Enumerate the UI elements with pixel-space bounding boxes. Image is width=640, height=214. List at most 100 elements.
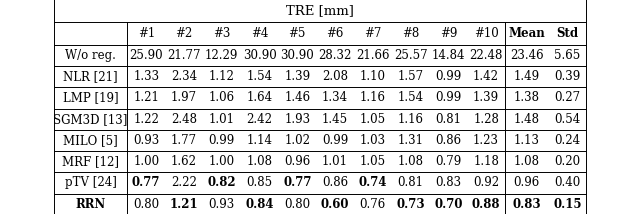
Text: 23.46: 23.46 <box>510 49 543 62</box>
Text: 1.23: 1.23 <box>473 134 499 147</box>
Text: 25.90: 25.90 <box>129 49 163 62</box>
Text: 1.14: 1.14 <box>246 134 273 147</box>
Text: 30.90: 30.90 <box>243 49 276 62</box>
Text: 1.21: 1.21 <box>133 91 159 104</box>
Text: #5: #5 <box>289 27 306 40</box>
Text: 0.15: 0.15 <box>553 198 582 211</box>
Text: 0.54: 0.54 <box>554 113 580 126</box>
Text: 28.32: 28.32 <box>318 49 352 62</box>
Text: 1.10: 1.10 <box>360 70 386 83</box>
Text: 1.06: 1.06 <box>209 91 235 104</box>
Text: #1: #1 <box>138 27 155 40</box>
Text: #2: #2 <box>175 27 193 40</box>
Text: 1.08: 1.08 <box>246 155 273 168</box>
Text: 1.08: 1.08 <box>397 155 424 168</box>
Text: 2.42: 2.42 <box>246 113 273 126</box>
Text: 2.48: 2.48 <box>171 113 197 126</box>
Text: 14.84: 14.84 <box>431 49 465 62</box>
Text: 0.81: 0.81 <box>397 176 424 189</box>
Text: 0.92: 0.92 <box>473 176 499 189</box>
Text: 21.66: 21.66 <box>356 49 390 62</box>
Text: 0.24: 0.24 <box>554 134 580 147</box>
Text: 1.49: 1.49 <box>514 70 540 83</box>
Text: 0.81: 0.81 <box>435 113 461 126</box>
Text: TRE [mm]: TRE [mm] <box>286 4 354 17</box>
Text: 1.45: 1.45 <box>322 113 348 126</box>
Text: 1.22: 1.22 <box>133 113 159 126</box>
Text: 0.96: 0.96 <box>284 155 310 168</box>
Text: 0.27: 0.27 <box>554 91 580 104</box>
Text: 0.80: 0.80 <box>133 198 159 211</box>
Text: 1.48: 1.48 <box>514 113 540 126</box>
Text: 1.12: 1.12 <box>209 70 235 83</box>
Text: 1.46: 1.46 <box>284 91 310 104</box>
Text: 1.05: 1.05 <box>360 113 386 126</box>
Text: 0.60: 0.60 <box>321 198 349 211</box>
Text: 1.54: 1.54 <box>397 91 424 104</box>
Text: 2.08: 2.08 <box>322 70 348 83</box>
Text: 1.39: 1.39 <box>473 91 499 104</box>
Text: 1.18: 1.18 <box>473 155 499 168</box>
Text: 1.97: 1.97 <box>171 91 197 104</box>
Text: 1.42: 1.42 <box>473 70 499 83</box>
Text: 1.38: 1.38 <box>514 91 540 104</box>
Text: 1.01: 1.01 <box>209 113 235 126</box>
Text: 1.08: 1.08 <box>514 155 540 168</box>
Text: 0.79: 0.79 <box>435 155 461 168</box>
Text: RRN: RRN <box>76 198 106 211</box>
Text: 0.80: 0.80 <box>284 198 310 211</box>
Text: 0.99: 0.99 <box>322 134 348 147</box>
Text: #3: #3 <box>213 27 230 40</box>
Text: 0.99: 0.99 <box>209 134 235 147</box>
Text: 0.39: 0.39 <box>554 70 580 83</box>
Text: 0.99: 0.99 <box>435 91 461 104</box>
Text: #4: #4 <box>251 27 268 40</box>
Text: LMP [19]: LMP [19] <box>63 91 118 104</box>
Text: 1.77: 1.77 <box>171 134 197 147</box>
Text: 1.34: 1.34 <box>322 91 348 104</box>
Text: 2.34: 2.34 <box>171 70 197 83</box>
Text: 0.85: 0.85 <box>246 176 273 189</box>
Text: 25.57: 25.57 <box>394 49 428 62</box>
Text: W/o reg.: W/o reg. <box>65 49 116 62</box>
Text: 0.93: 0.93 <box>209 198 235 211</box>
Text: SGM3D [13]: SGM3D [13] <box>53 113 128 126</box>
Text: 0.82: 0.82 <box>207 176 236 189</box>
Text: 0.93: 0.93 <box>133 134 159 147</box>
Text: 1.01: 1.01 <box>322 155 348 168</box>
Text: 0.99: 0.99 <box>435 70 461 83</box>
Text: 22.48: 22.48 <box>469 49 503 62</box>
Text: MILO [5]: MILO [5] <box>63 134 118 147</box>
Text: 0.73: 0.73 <box>396 198 425 211</box>
Text: 1.54: 1.54 <box>246 70 273 83</box>
Text: 5.65: 5.65 <box>554 49 580 62</box>
Text: 1.05: 1.05 <box>360 155 386 168</box>
Text: 1.02: 1.02 <box>284 134 310 147</box>
Text: 0.40: 0.40 <box>554 176 580 189</box>
Text: pTV [24]: pTV [24] <box>65 176 116 189</box>
Text: 0.86: 0.86 <box>322 176 348 189</box>
Text: 1.57: 1.57 <box>397 70 424 83</box>
Text: 1.03: 1.03 <box>360 134 386 147</box>
Text: 0.77: 0.77 <box>132 176 161 189</box>
Text: 1.39: 1.39 <box>284 70 310 83</box>
Text: 1.21: 1.21 <box>170 198 198 211</box>
Text: 21.77: 21.77 <box>167 49 201 62</box>
Text: 0.86: 0.86 <box>435 134 461 147</box>
Text: 0.20: 0.20 <box>554 155 580 168</box>
Text: 1.93: 1.93 <box>284 113 310 126</box>
Text: 0.83: 0.83 <box>435 176 461 189</box>
Text: 1.16: 1.16 <box>360 91 386 104</box>
Text: 0.83: 0.83 <box>513 198 541 211</box>
Text: 0.74: 0.74 <box>358 176 387 189</box>
Text: Std: Std <box>556 27 579 40</box>
Text: 1.62: 1.62 <box>171 155 197 168</box>
Text: 0.88: 0.88 <box>472 198 500 211</box>
Text: #8: #8 <box>402 27 419 40</box>
Text: 30.90: 30.90 <box>280 49 314 62</box>
Text: 0.76: 0.76 <box>360 198 386 211</box>
Text: 0.84: 0.84 <box>245 198 274 211</box>
Text: 1.13: 1.13 <box>514 134 540 147</box>
Text: 1.00: 1.00 <box>133 155 159 168</box>
Text: 1.16: 1.16 <box>397 113 424 126</box>
